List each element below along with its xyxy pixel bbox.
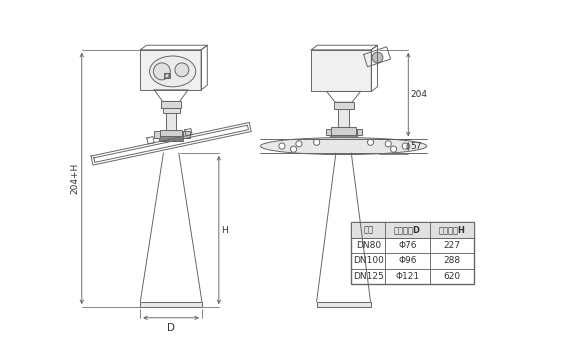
Bar [385, 253, 430, 269]
Ellipse shape [150, 56, 196, 87]
Bar [385, 222, 430, 238]
Bar [351, 222, 385, 238]
Bar [161, 102, 181, 108]
Text: DN100: DN100 [353, 256, 384, 265]
Bar [430, 253, 475, 269]
Text: Φ96: Φ96 [398, 256, 417, 265]
Circle shape [390, 146, 397, 152]
Circle shape [175, 63, 189, 77]
Bar [430, 269, 475, 284]
Text: 204+H: 204+H [71, 163, 80, 194]
Bar [430, 222, 475, 238]
Text: 620: 620 [444, 272, 461, 281]
Bar [163, 108, 180, 113]
Text: D: D [167, 323, 175, 333]
Circle shape [314, 139, 320, 145]
Bar [338, 109, 349, 127]
Circle shape [368, 139, 374, 145]
Text: 288: 288 [444, 256, 461, 265]
Bar [141, 302, 202, 307]
Bar [430, 238, 475, 253]
Bar [164, 73, 170, 78]
Circle shape [154, 63, 170, 80]
Bar [141, 50, 201, 90]
Bar [326, 129, 331, 135]
Bar [159, 136, 183, 141]
Ellipse shape [261, 138, 427, 155]
Circle shape [296, 141, 302, 147]
Text: 湋口直径D: 湋口直径D [394, 226, 421, 234]
Text: 204: 204 [411, 90, 427, 99]
Bar [385, 269, 430, 284]
Bar [167, 113, 176, 130]
Circle shape [385, 141, 391, 147]
Bar [385, 238, 430, 253]
Circle shape [279, 143, 285, 149]
Text: DN80: DN80 [356, 241, 381, 250]
Bar [331, 127, 356, 135]
Text: 227: 227 [444, 241, 461, 250]
Text: 57: 57 [411, 142, 422, 151]
Circle shape [372, 52, 383, 63]
Bar [333, 102, 353, 109]
Text: H: H [221, 226, 228, 234]
Bar [351, 269, 385, 284]
Text: 法兰: 法兰 [363, 226, 373, 234]
Bar [351, 238, 385, 253]
Bar [316, 302, 370, 307]
Bar [154, 131, 160, 138]
Bar [329, 135, 357, 140]
Bar [160, 130, 182, 136]
Circle shape [290, 146, 296, 152]
Bar [183, 131, 189, 138]
Bar [311, 50, 372, 91]
Bar [351, 222, 475, 238]
Bar [351, 253, 385, 269]
Text: Φ76: Φ76 [398, 241, 417, 250]
Text: DN125: DN125 [353, 272, 384, 281]
Bar [357, 129, 362, 135]
Circle shape [402, 143, 409, 149]
Bar [351, 222, 475, 284]
Text: Φ121: Φ121 [395, 272, 419, 281]
Text: 湋口高度H: 湋口高度H [439, 226, 465, 234]
